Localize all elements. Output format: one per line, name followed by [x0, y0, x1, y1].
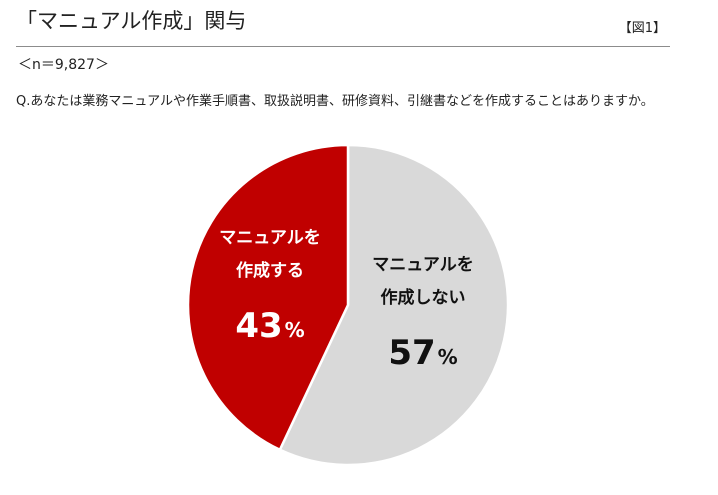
slice-label-1-line-0: マニュアルを	[219, 228, 321, 248]
slice-label-1-line-1: 作成する	[236, 260, 304, 281]
pie-slices	[186, 143, 510, 467]
sample-size: ＜n＝9,827＞	[18, 57, 109, 73]
slice-value-number-1: 43	[235, 306, 282, 346]
slice-value-unit-0: %	[438, 345, 458, 369]
slice-label-0-line-0: マニュアルを	[372, 255, 474, 275]
pie-slice-0	[278, 143, 510, 467]
pie-slice-1	[186, 143, 350, 452]
slice-value-0: 57%	[388, 333, 457, 373]
survey-question: Q.あなたは業務マニュアルや作業手順書、取扱説明書、研修資料、引継書などを作成す…	[16, 94, 654, 109]
slice-label-0-line-1: 作成しない	[381, 287, 466, 308]
slice-value-unit-1: %	[285, 318, 305, 342]
figure-label: 【図1】	[618, 21, 666, 36]
slice-value-number-0: 57	[388, 333, 435, 373]
chart-title: 「マニュアル作成」関与	[16, 9, 247, 33]
title-divider	[16, 46, 670, 47]
slice-value-1: 43%	[235, 306, 304, 346]
